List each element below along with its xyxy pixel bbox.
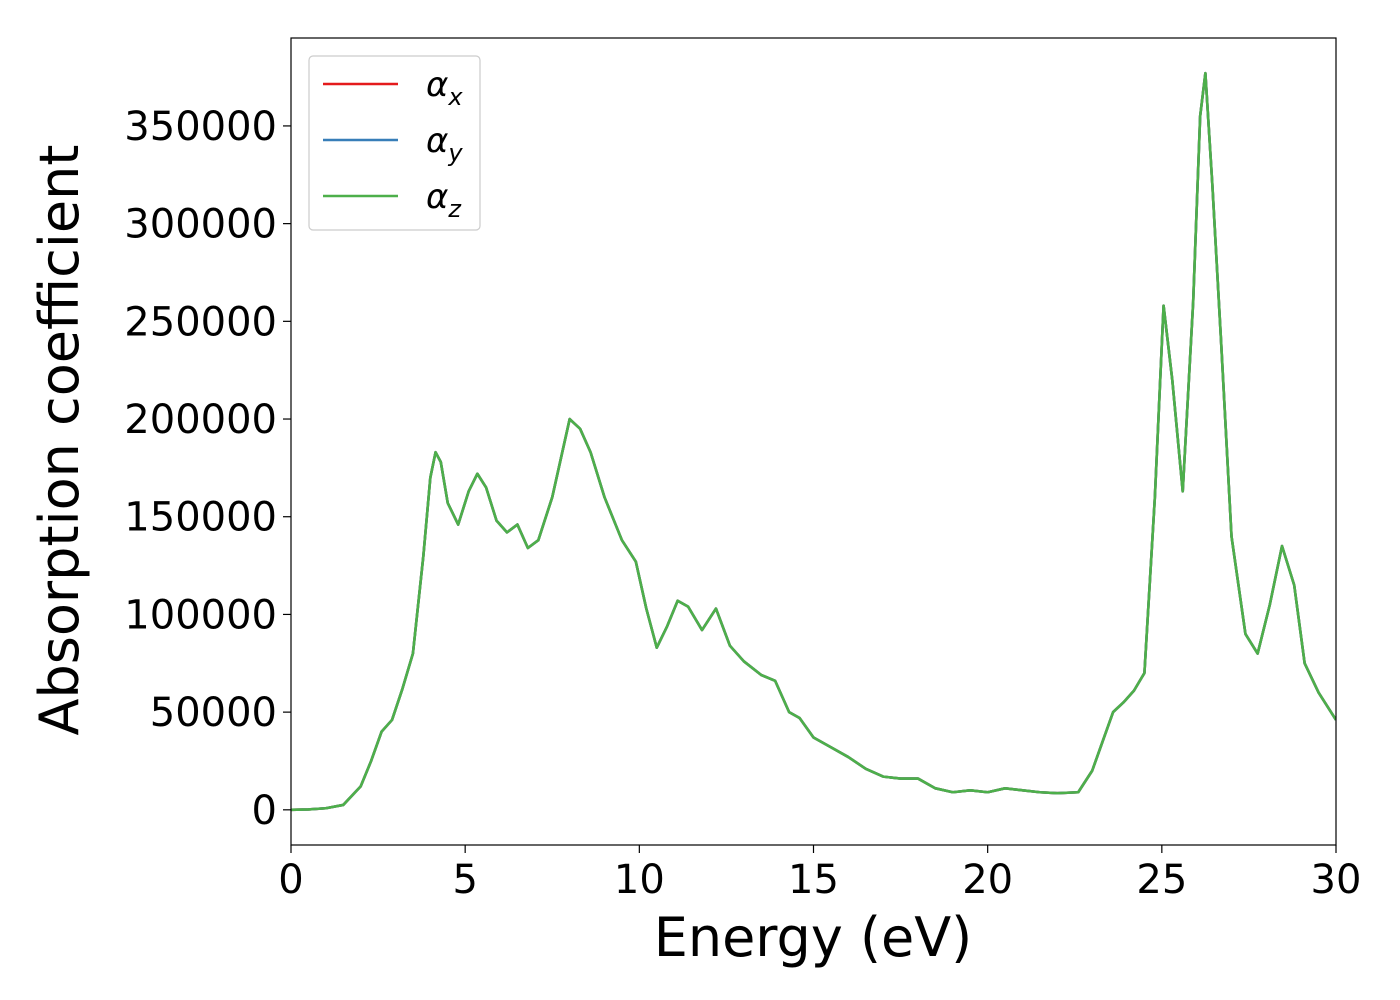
- axes-frame: [290, 37, 1337, 846]
- y-tick-label: 0: [252, 788, 277, 834]
- series-line-3: [291, 71, 1336, 812]
- y-axis-ticks: 0 50000 100000 150000 200000 250000 300000 3500…: [124, 104, 291, 834]
- legend-box: [308, 55, 481, 231]
- legend-label: αy: [426, 121, 463, 167]
- x-tick-label: 10: [614, 857, 665, 903]
- y-tick-label: 100000: [124, 592, 277, 638]
- x-axis-title: Energy (eV): [654, 906, 973, 969]
- legend-label: αz: [426, 177, 462, 223]
- y-tick-label: 50000: [150, 690, 277, 736]
- x-tick-label: 15: [788, 857, 839, 903]
- plot-area: [291, 71, 1336, 812]
- y-axis-title: Absorption coefficient: [28, 145, 91, 736]
- x-tick-label: 20: [962, 857, 1013, 903]
- legend-label: αx: [426, 65, 463, 111]
- y-tick-label: 350000: [124, 104, 277, 150]
- y-tick-label: 150000: [124, 495, 277, 541]
- x-tick-label: 0: [278, 857, 303, 903]
- y-tick-label: 300000: [124, 202, 277, 248]
- x-tick-label: 25: [1136, 857, 1187, 903]
- y-tick-label: 200000: [124, 397, 277, 443]
- x-axis-ticks: 0 5 10 15 20 25 30: [278, 845, 1361, 903]
- y-tick-label: 250000: [124, 299, 277, 345]
- x-tick-label: 30: [1311, 857, 1362, 903]
- legend: αx αy αz: [308, 55, 481, 231]
- x-tick-label: 5: [452, 857, 477, 903]
